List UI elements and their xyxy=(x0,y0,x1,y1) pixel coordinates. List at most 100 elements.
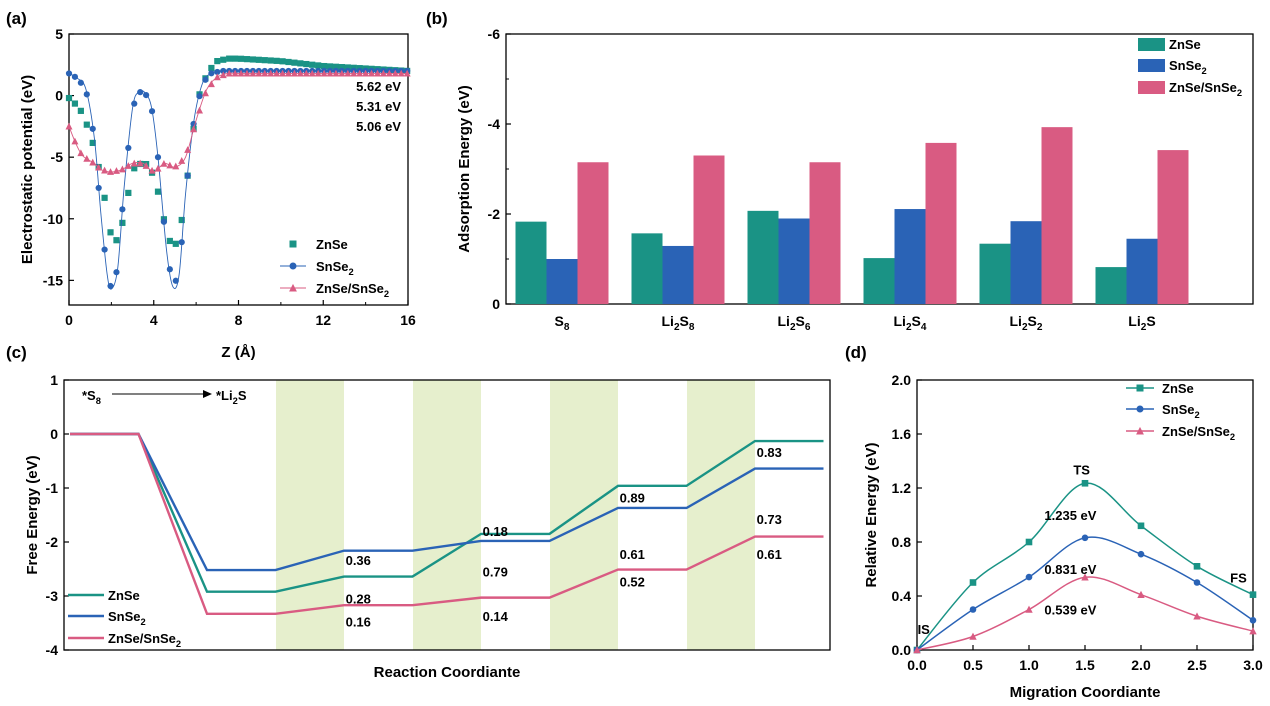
y-tick-label: 1.2 xyxy=(892,480,912,496)
data-point xyxy=(243,69,251,77)
data-point xyxy=(969,606,977,613)
x-tick-label: 1.0 xyxy=(1019,657,1039,673)
y-tick-label: -6 xyxy=(488,26,501,42)
data-point xyxy=(309,61,316,68)
data-point xyxy=(83,91,90,98)
data-point xyxy=(273,57,280,64)
data-point xyxy=(101,166,109,174)
data-point xyxy=(220,67,227,75)
data-point xyxy=(296,69,304,77)
bar-ZnSe/SnSe2 xyxy=(1041,127,1073,305)
data-point xyxy=(154,154,162,161)
data-point xyxy=(219,71,227,79)
panel-label: (b) xyxy=(426,9,448,28)
legend-label: ZnSe/SnSe2 xyxy=(108,631,181,649)
plot-frame xyxy=(63,379,831,651)
bar-ZnSe xyxy=(1095,267,1127,304)
legend-label: ZnSe xyxy=(1169,37,1201,52)
data-point xyxy=(208,64,215,72)
state-label: TS xyxy=(1073,463,1090,478)
bar-SnSe2 xyxy=(894,209,926,304)
x-tick-label: 0 xyxy=(65,312,73,328)
panel-label: (d) xyxy=(845,343,867,362)
data-point xyxy=(196,93,203,100)
y-tick-label: -4 xyxy=(488,116,501,132)
step-energy-label: 0.73 xyxy=(757,512,782,527)
data-point xyxy=(77,107,84,114)
step-energy-label: 0.36 xyxy=(346,553,371,568)
bar-ZnSe xyxy=(515,221,547,304)
x-tick-label: Li2S2 xyxy=(1009,313,1042,333)
data-point xyxy=(362,69,370,77)
data-point xyxy=(178,239,185,246)
x-tick-label: 1.5 xyxy=(1075,657,1095,673)
series-ZnSe/SnSe2 xyxy=(65,69,411,175)
legend-marker xyxy=(289,240,297,248)
step-energy-label: 0.61 xyxy=(757,547,782,562)
data-point xyxy=(214,68,221,76)
data-point xyxy=(1137,522,1145,530)
legend-entry: ZnSe xyxy=(68,588,140,603)
data-point xyxy=(101,246,108,253)
y-tick-label: -2 xyxy=(488,206,501,222)
transition-band xyxy=(687,380,755,650)
data-point xyxy=(373,69,381,77)
bar-SnSe2 xyxy=(662,245,694,304)
step-energy-label: 0.18 xyxy=(483,524,508,539)
data-point xyxy=(267,57,274,64)
data-point xyxy=(107,282,114,290)
data-point xyxy=(291,59,298,66)
data-point xyxy=(913,646,921,654)
data-point xyxy=(1137,550,1145,558)
legend-label: SnSe2 xyxy=(108,609,146,627)
data-point xyxy=(113,269,120,276)
x-tick-label: 8 xyxy=(235,312,243,328)
data-point xyxy=(302,69,310,77)
reaction-arrowhead xyxy=(203,390,212,398)
legend-label: ZnSe xyxy=(108,588,140,603)
data-point xyxy=(77,79,84,86)
data-point xyxy=(89,158,97,166)
data-point xyxy=(397,69,405,77)
y-tick-label: -4 xyxy=(46,642,59,658)
data-point xyxy=(178,216,185,224)
legend-label: SnSe2 xyxy=(1162,402,1200,420)
y-axis-label: Electrostatic potential (eV) xyxy=(19,75,36,264)
data-point xyxy=(125,144,132,152)
data-point xyxy=(184,172,191,179)
y-tick-label: 0.0 xyxy=(892,642,912,658)
data-point xyxy=(112,167,120,174)
y-tick-label: 0 xyxy=(50,426,58,442)
panel-label: (c) xyxy=(6,343,27,362)
x-tick-label: Li2S4 xyxy=(893,313,926,333)
transition-band xyxy=(550,380,618,650)
data-point xyxy=(226,55,233,62)
data-point xyxy=(403,69,411,77)
data-point xyxy=(231,69,239,77)
data-point xyxy=(332,69,340,77)
data-point xyxy=(285,58,292,66)
step-energy-label: 0.79 xyxy=(483,565,508,580)
legend-label: ZnSe/SnSe2 xyxy=(316,281,389,299)
data-point xyxy=(89,139,96,146)
data-point xyxy=(297,60,304,67)
reaction-end-label: *Li2S xyxy=(216,388,247,406)
y-axis-label: Relative Energy (eV) xyxy=(863,442,880,587)
legend-marker xyxy=(1136,405,1144,413)
data-point xyxy=(1193,579,1201,586)
data-point xyxy=(220,56,227,63)
data-point xyxy=(83,121,90,128)
data-point xyxy=(65,70,73,77)
step-energy-label: 0.16 xyxy=(346,614,371,629)
data-point xyxy=(243,56,251,63)
legend-label: SnSe2 xyxy=(1169,58,1207,76)
data-point xyxy=(290,69,298,77)
bar-ZnSe xyxy=(863,258,895,304)
data-point xyxy=(95,184,102,192)
legend-entry: SnSe2 xyxy=(280,259,354,277)
data-point xyxy=(190,125,198,133)
data-point xyxy=(107,168,115,175)
data-point xyxy=(249,56,257,63)
data-point xyxy=(172,162,180,170)
y-tick-label: 1 xyxy=(50,372,58,388)
